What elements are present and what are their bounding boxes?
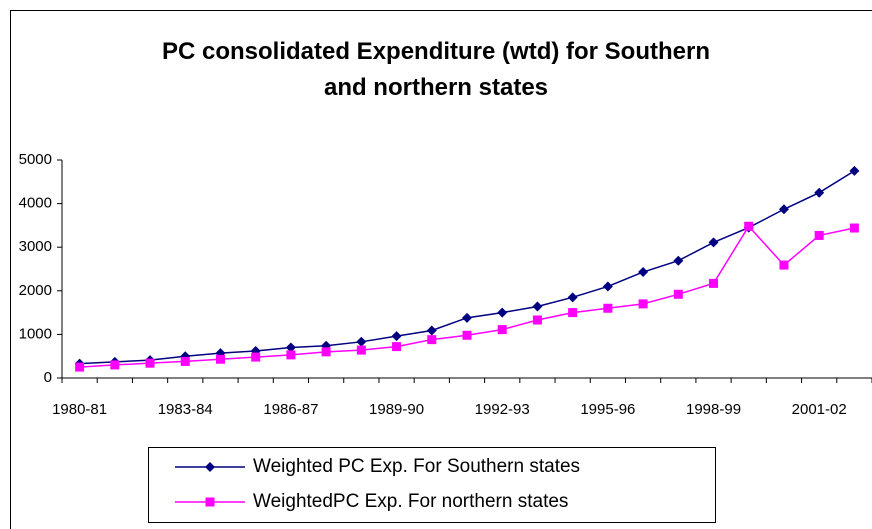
point xyxy=(497,325,507,335)
legend-label: WeightedPC Exp. For northern states xyxy=(253,491,568,512)
point xyxy=(497,307,508,318)
legend-label: Weighted PC Exp. For Southern states xyxy=(253,456,580,477)
point xyxy=(849,165,860,176)
legend-box xyxy=(148,447,716,523)
point xyxy=(779,260,789,270)
point xyxy=(251,352,261,362)
point xyxy=(567,292,578,303)
point xyxy=(602,281,613,292)
y-tick-label: 2000 xyxy=(19,282,52,299)
point xyxy=(568,308,578,318)
point xyxy=(673,255,684,266)
point xyxy=(215,354,225,364)
point xyxy=(205,462,215,472)
point xyxy=(392,342,402,352)
point xyxy=(744,221,754,231)
point xyxy=(532,301,543,312)
point xyxy=(709,278,719,288)
point xyxy=(814,230,824,240)
x-tick-label: 1986-87 xyxy=(263,401,318,418)
point xyxy=(638,267,649,278)
x-tick-label: 1995-96 xyxy=(580,401,635,418)
point xyxy=(391,331,402,342)
point xyxy=(426,325,437,336)
point xyxy=(673,289,683,299)
point xyxy=(638,299,648,309)
x-tick-label: 1983-84 xyxy=(158,401,213,418)
point xyxy=(814,187,825,198)
x-tick-label: 2001-02 xyxy=(792,401,847,418)
point xyxy=(462,312,472,323)
chart-border xyxy=(10,10,872,529)
y-tick-label: 4000 xyxy=(19,195,52,212)
y-tick-label: 0 xyxy=(44,369,52,386)
y-tick-label: 1000 xyxy=(19,325,52,342)
y-tick-label: 5000 xyxy=(19,151,52,168)
chart-title: PC consolidated Expenditure (wtd) for So… xyxy=(161,38,710,101)
point xyxy=(849,223,859,233)
point xyxy=(532,315,542,325)
point xyxy=(462,330,472,340)
point xyxy=(321,347,331,357)
point xyxy=(205,497,215,507)
series-line xyxy=(79,225,855,368)
point xyxy=(180,356,190,366)
x-tick-label: 1992-93 xyxy=(475,401,530,418)
point xyxy=(427,335,437,345)
point xyxy=(708,237,719,248)
x-tick-label: 1989-90 xyxy=(369,401,424,418)
point xyxy=(286,350,296,360)
point xyxy=(285,342,296,353)
point xyxy=(356,345,366,355)
point xyxy=(110,360,120,370)
point xyxy=(145,358,155,368)
point xyxy=(603,303,613,313)
x-tick-label: 1980-81 xyxy=(52,401,107,418)
point xyxy=(75,362,85,372)
y-tick-label: 3000 xyxy=(19,238,52,255)
point xyxy=(778,204,789,215)
x-tick-label: 1998-99 xyxy=(686,401,741,418)
point xyxy=(356,336,367,347)
